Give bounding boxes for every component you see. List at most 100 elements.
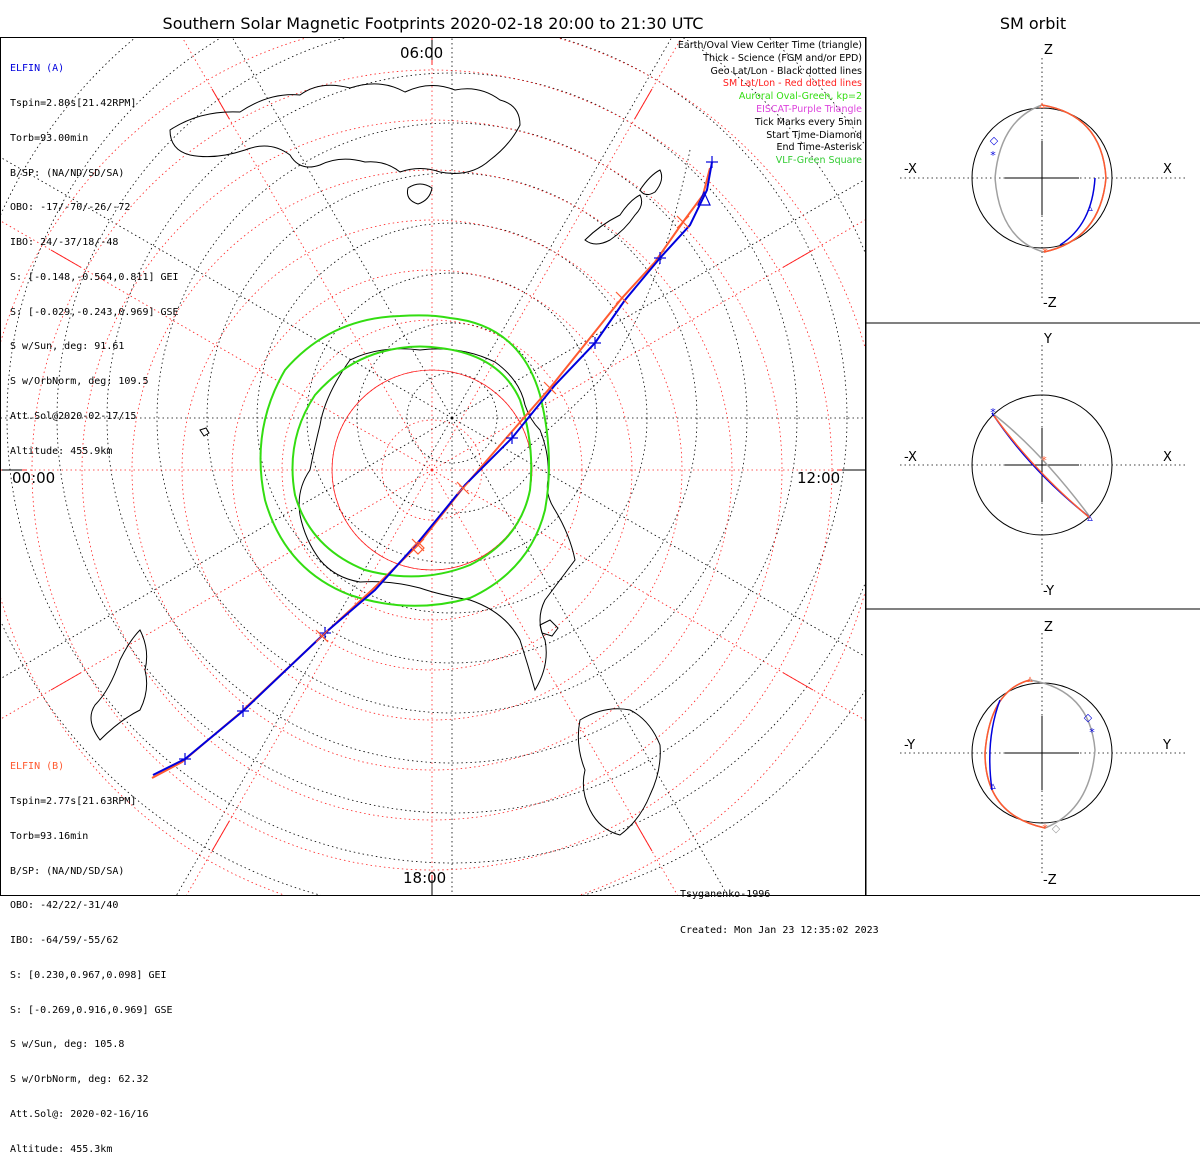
dotted-track — [499, 149, 691, 471]
elfin-b-line: IBO: -64/59/-55/62 — [10, 935, 119, 947]
sm-hour-tick — [782, 249, 814, 268]
elfin-b-info: ELFIN (B) Tspin=2.77s[21.63RPM] Torb=93.… — [10, 738, 173, 1167]
map-layer — [1, 38, 865, 895]
orbit1-marker: ▵ — [1087, 201, 1093, 214]
geo-lat-circle — [56, 38, 848, 814]
geo-lat-circle — [206, 172, 698, 664]
elfin-a-line: S w/Sun, deg: 91.61 — [10, 341, 125, 353]
elfin-b-track — [151, 167, 711, 779]
legend-entry: Tick Marks every 5min — [754, 116, 862, 128]
elfin-a-line: S: [-0.029,-0.243,0.969] GSE — [10, 306, 179, 318]
geo-lat-circle — [6, 38, 865, 864]
elfin-a-line: Altitude: 455.9km — [10, 445, 113, 457]
orbit3-label-top: Z — [1044, 620, 1053, 635]
elfin-b-line: S w/Sun, deg: 105.8 — [10, 1039, 125, 1051]
credit-created: Created: Mon Jan 23 12:35:02 2023 — [680, 925, 879, 936]
orbit3-elfin-b-arc — [984, 679, 1046, 829]
auroral-oval-outer — [259, 314, 550, 607]
legend-entry: Auroral Oval-Green, kp=2 — [738, 91, 862, 103]
orbit1-label-left: -X — [904, 162, 917, 177]
orbit2-label-bottom: -Y — [1043, 584, 1055, 599]
hour-label-bottom: 18:00 — [403, 869, 447, 887]
elfin-b-tick — [315, 629, 329, 643]
elfin-a-header: ELFIN (A) — [10, 63, 65, 75]
orbit1-elfin-a-arc — [1059, 177, 1096, 246]
elfin-b-tick — [543, 381, 557, 395]
australia-coast — [169, 83, 521, 174]
credits: Tsyganenko-1996 Created: Mon Jan 23 12:3… — [680, 865, 879, 949]
sm-hour-tick — [634, 88, 653, 120]
auroral-oval-inner — [291, 345, 533, 578]
sm-hour-tick — [634, 820, 653, 852]
geo-lat-circle — [156, 122, 748, 714]
elfin-a-center-triangle — [697, 190, 711, 206]
elfin-a-line: S w/OrbNorm, deg: 109.5 — [10, 376, 149, 388]
orbit1-elfin-b-arc — [1041, 104, 1107, 253]
credit-model: Tsyganenko-1996 — [680, 889, 771, 900]
new-zealand-coast — [584, 194, 643, 245]
orbit3-elfin-a-arc — [989, 699, 1001, 791]
new-zealand-north-coast — [639, 169, 663, 196]
elfin-b-tick — [676, 215, 690, 229]
orbit2-label-top: Y — [1044, 332, 1052, 347]
island-coast — [539, 619, 559, 637]
sm-hour-tick — [50, 249, 82, 268]
chart-title: Southern Solar Magnetic Footprints 2020-… — [162, 14, 704, 33]
elfin-b-line: B/SP: (NA/ND/SD/SA) — [10, 865, 125, 877]
orbit3-gray-ellipse — [984, 679, 1096, 829]
antarctica-coast — [298, 348, 576, 692]
geo-meridian — [451, 417, 865, 657]
geo-meridian — [451, 417, 728, 895]
legend-entry: Geo Lat/Lon - Black dotted lines — [710, 65, 862, 77]
legend-entry: Thick - Science (FGM and/or EPD) — [703, 52, 862, 64]
orbit2-marker: * — [990, 406, 996, 419]
orbit3-label-bottom: -Z — [1043, 873, 1057, 888]
sm-hour-tick — [50, 672, 82, 691]
orbit1-label-right: X — [1163, 162, 1172, 177]
sm-hour-tick — [211, 820, 230, 852]
legend: Earth/Oval View Center Time (triangle) T… — [678, 40, 862, 168]
orbit2-elfin-b-arc — [993, 415, 1091, 519]
elfin-b-line: Altitude: 455.3km — [10, 1143, 113, 1155]
orbit-panel-title: SM orbit — [999, 14, 1067, 33]
elfin-b-line: Tspin=2.77s[21.63RPM] — [10, 795, 137, 807]
africa-coast — [577, 708, 661, 836]
tasmania-coast — [407, 183, 433, 205]
elfin-b-start-diamond — [411, 541, 425, 555]
orbit3-marker: ◇ — [1084, 711, 1093, 724]
orbit1-label-bottom: -Z — [1043, 296, 1057, 311]
orbit2-gray-line — [991, 412, 1091, 518]
legend-entry: SM Lat/Lon - Red dotted lines — [722, 78, 862, 90]
geo-lat-circle — [106, 72, 798, 764]
orbit2-marker: * — [1041, 454, 1047, 467]
orbit2-marker: ▵ — [1087, 511, 1093, 524]
island-coast — [199, 427, 210, 437]
south-america-coast — [90, 629, 148, 741]
sm-hour-tick — [211, 88, 230, 120]
orbit3-marker: * — [1089, 726, 1095, 739]
orbit1-marker: ▵ — [1039, 98, 1045, 111]
sm-lat-circle — [31, 69, 833, 871]
orbit2-label-right: X — [1163, 450, 1172, 465]
elfin-a-line: Att.Sol@2020-02-17/15 — [10, 411, 137, 422]
sm-lat-circle — [181, 219, 683, 721]
legend-entry: EISCAT-Purple Triangle — [756, 103, 862, 115]
orbit3-marker: ◇ — [1052, 822, 1061, 835]
legend-entry: End Time-Asterisk — [776, 142, 862, 154]
elfin-a-line: S: [-0.148,-0.564,0.811] GEI — [10, 271, 179, 283]
elfin-a-line: OBO: -17/-70/-26/-72 — [10, 202, 131, 214]
elfin-b-line: Torb=93.16min — [10, 830, 89, 842]
elfin-a-track — [152, 161, 713, 776]
elfin-a-line: Tspin=2.80s[21.42RPM] — [10, 97, 137, 109]
orbit1-label-top: Z — [1044, 43, 1053, 58]
elfin-b-line: OBO: -42/22/-31/40 — [10, 900, 119, 912]
orbit3-marker: * — [1042, 822, 1048, 835]
geo-meridian — [1, 417, 453, 679]
orbit3-label-right: Y — [1163, 738, 1171, 753]
legend-entry: Earth/Oval View Center Time (triangle) — [677, 40, 862, 51]
orbit1-marker: ◇ — [990, 134, 999, 147]
elfin-a-info: ELFIN (A) Tspin=2.80s[21.42RPM] Torb=93.… — [10, 40, 179, 469]
orbit3-label-left: -Y — [904, 738, 916, 753]
elfin-b-tick — [411, 538, 425, 552]
elfin-b-header: ELFIN (B) — [10, 761, 65, 773]
